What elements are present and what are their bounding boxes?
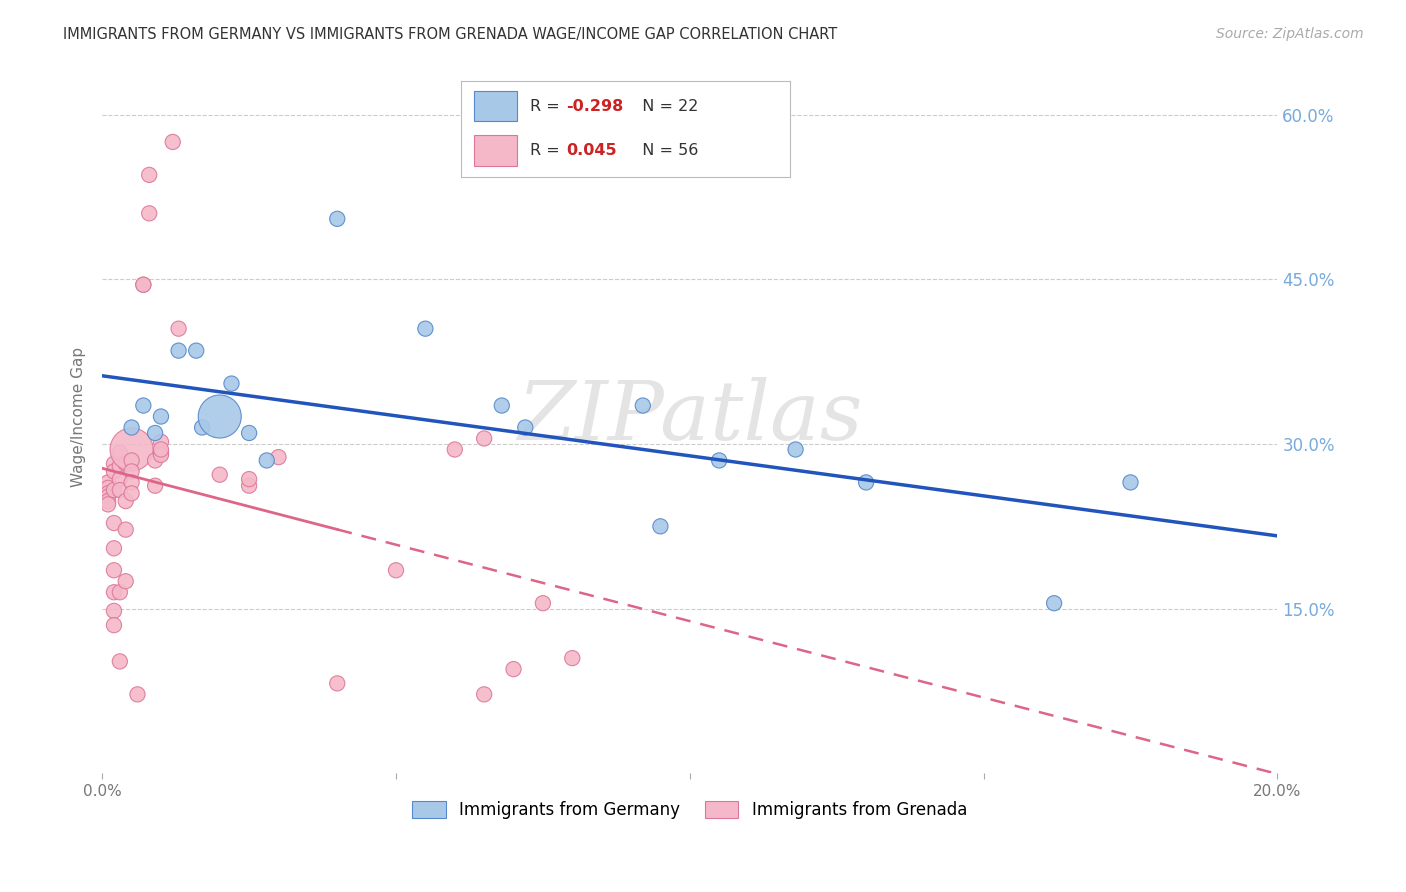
Point bbox=[97, 486, 120, 500]
Point bbox=[121, 420, 143, 434]
Point bbox=[103, 516, 125, 530]
Point bbox=[103, 457, 125, 471]
Point bbox=[855, 475, 877, 490]
Point bbox=[108, 458, 131, 473]
Point bbox=[385, 563, 408, 577]
Point bbox=[143, 453, 166, 467]
Point bbox=[108, 585, 131, 599]
Point bbox=[326, 211, 349, 226]
Text: IMMIGRANTS FROM GERMANY VS IMMIGRANTS FROM GRENADA WAGE/INCOME GAP CORRELATION C: IMMIGRANTS FROM GERMANY VS IMMIGRANTS FR… bbox=[63, 27, 838, 42]
Point bbox=[121, 442, 143, 457]
Point bbox=[1119, 475, 1142, 490]
Point bbox=[132, 277, 155, 292]
Point bbox=[114, 523, 136, 537]
Point bbox=[132, 277, 155, 292]
Point bbox=[103, 541, 125, 556]
Point bbox=[108, 472, 131, 486]
Point bbox=[103, 465, 125, 479]
Point bbox=[191, 420, 214, 434]
Point bbox=[97, 490, 120, 504]
Point bbox=[97, 475, 120, 490]
Y-axis label: Wage/Income Gap: Wage/Income Gap bbox=[72, 346, 86, 486]
Point bbox=[138, 206, 160, 220]
Point bbox=[238, 425, 260, 440]
Point bbox=[114, 574, 136, 589]
Point bbox=[267, 450, 290, 464]
Point bbox=[121, 465, 143, 479]
Point bbox=[515, 420, 537, 434]
Point bbox=[491, 399, 513, 413]
Point bbox=[167, 321, 190, 335]
Point bbox=[103, 618, 125, 632]
Point bbox=[149, 434, 172, 449]
Point bbox=[149, 409, 172, 424]
Text: ZIPatlas: ZIPatlas bbox=[517, 376, 862, 457]
Point bbox=[326, 676, 349, 690]
Point bbox=[149, 442, 172, 457]
Point bbox=[121, 475, 143, 490]
Point bbox=[531, 596, 554, 610]
Point bbox=[108, 654, 131, 668]
Point bbox=[238, 479, 260, 493]
Legend: Immigrants from Germany, Immigrants from Grenada: Immigrants from Germany, Immigrants from… bbox=[406, 794, 974, 826]
Point bbox=[143, 479, 166, 493]
Point bbox=[97, 486, 120, 500]
Point bbox=[221, 376, 243, 391]
Point bbox=[121, 486, 143, 500]
Point bbox=[162, 135, 184, 149]
Point bbox=[132, 399, 155, 413]
Point bbox=[138, 168, 160, 182]
Point bbox=[108, 483, 131, 497]
Point bbox=[256, 453, 278, 467]
Point bbox=[208, 467, 231, 482]
Point bbox=[103, 563, 125, 577]
Point bbox=[472, 687, 495, 701]
Point bbox=[238, 472, 260, 486]
Point bbox=[709, 453, 731, 467]
Point bbox=[443, 442, 465, 457]
Point bbox=[114, 494, 136, 508]
Point bbox=[114, 457, 136, 471]
Point bbox=[186, 343, 208, 358]
Point bbox=[149, 448, 172, 462]
Point bbox=[103, 604, 125, 618]
Text: Source: ZipAtlas.com: Source: ZipAtlas.com bbox=[1216, 27, 1364, 41]
Point bbox=[97, 494, 120, 508]
Point bbox=[97, 481, 120, 495]
Point bbox=[127, 687, 149, 701]
Point bbox=[143, 425, 166, 440]
Point bbox=[561, 651, 583, 665]
Point bbox=[103, 483, 125, 497]
Point bbox=[167, 343, 190, 358]
Point bbox=[415, 321, 437, 335]
Point bbox=[97, 497, 120, 511]
Point bbox=[650, 519, 672, 533]
Point bbox=[149, 446, 172, 460]
Point bbox=[103, 585, 125, 599]
Point bbox=[472, 432, 495, 446]
Point bbox=[502, 662, 524, 676]
Point bbox=[121, 453, 143, 467]
Point bbox=[631, 399, 654, 413]
Point bbox=[785, 442, 807, 457]
Point bbox=[208, 409, 231, 424]
Point bbox=[108, 446, 131, 460]
Point bbox=[1043, 596, 1066, 610]
